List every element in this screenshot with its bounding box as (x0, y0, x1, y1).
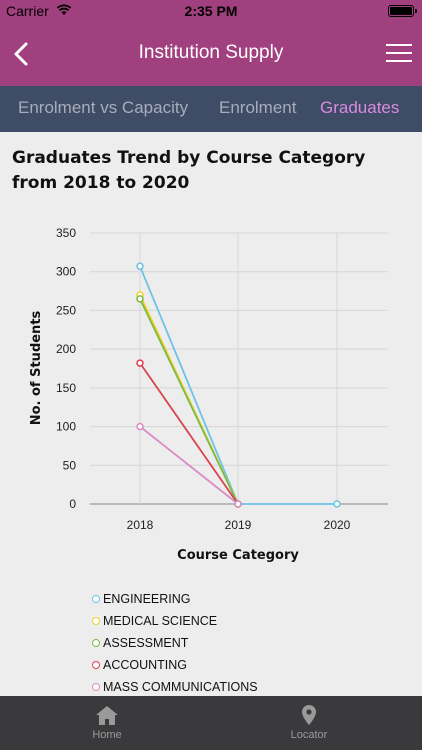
series-line (139, 425, 239, 505)
legend-item: ASSESSMENT (92, 632, 258, 654)
carrier-label: Carrier (6, 3, 49, 19)
y-tick-label: 250 (56, 303, 76, 317)
bottom-tab-bar: Home Locator (0, 696, 422, 750)
tab-home[interactable]: Home (67, 704, 147, 741)
legend-item: MASS COMMUNICATIONS (92, 676, 258, 698)
tab-enrolment[interactable]: Enrolment (219, 98, 297, 117)
y-tick-label: 300 (56, 265, 76, 279)
y-tick-label: 50 (63, 458, 77, 472)
y-axis-title: No. of Students (29, 310, 44, 425)
clock: 2:35 PM (184, 3, 238, 19)
segment-tabs: Enrolment vs Capacity Enrolment Graduate… (0, 86, 422, 132)
tab-home-label: Home (92, 729, 122, 741)
legend-label: ENGINEERING (103, 592, 191, 606)
hamburger-menu-icon[interactable] (386, 44, 412, 64)
page-title: Institution Supply (138, 42, 284, 63)
nav-bar: Institution Supply (0, 22, 422, 86)
battery-icon (388, 5, 417, 17)
legend-label: MASS COMMUNICATIONS (103, 680, 258, 694)
data-point (136, 422, 144, 431)
legend-item: MEDICAL SCIENCE (92, 610, 258, 632)
legend-marker-icon (92, 683, 100, 691)
chevron-left-icon[interactable] (10, 40, 34, 68)
tab-graduates[interactable]: Graduates (320, 98, 400, 117)
tab-locator-label: Locator (290, 729, 328, 741)
x-tick-label: 2020 (324, 518, 351, 532)
chart-legend: ENGINEERING MEDICAL SCIENCE ASSESSMENT ACCO… (92, 588, 258, 698)
data-point (136, 295, 144, 303)
x-axis-title: Course Category (177, 548, 299, 563)
y-tick-label: 100 (56, 420, 76, 434)
x-tick-label: 2018 (127, 518, 154, 532)
tab-enrolment-vs-capacity[interactable]: Enrolment vs Capacity (18, 98, 189, 117)
data-point (136, 262, 144, 271)
series-line (139, 362, 239, 505)
legend-item: ACCOUNTING (92, 654, 258, 676)
status-bar: Carrier 2:35 PM (0, 0, 422, 22)
legend-label: MEDICAL SCIENCE (103, 614, 218, 628)
legend-marker-icon (92, 595, 100, 603)
location-pin-icon (302, 705, 316, 725)
wifi-icon (56, 4, 72, 15)
y-tick-label: 0 (69, 497, 76, 511)
home-icon (96, 706, 118, 725)
chart-panel: Graduates Trend by Course Category from … (0, 132, 422, 696)
data-point (234, 500, 242, 508)
legend-marker-icon (92, 639, 100, 647)
legend-label: ACCOUNTING (103, 658, 188, 672)
line-chart: 0 50 100 150 200 250 300 350 2018 2019 2020 Course … (29, 226, 388, 563)
x-tick-label: 2019 (225, 518, 252, 532)
data-point (136, 359, 144, 367)
legend-label: ASSESSMENT (103, 636, 189, 650)
y-tick-label: 350 (56, 226, 76, 240)
y-tick-label: 200 (56, 342, 76, 356)
data-point (333, 500, 341, 508)
legend-marker-icon (92, 661, 100, 669)
chart-title: Graduates Trend by Course Category from … (12, 148, 366, 193)
series-line (139, 298, 239, 505)
y-tick-label: 150 (56, 381, 76, 395)
legend-marker-icon (92, 617, 100, 625)
legend-item: ENGINEERING (92, 588, 258, 610)
tab-locator[interactable]: Locator (269, 704, 349, 741)
